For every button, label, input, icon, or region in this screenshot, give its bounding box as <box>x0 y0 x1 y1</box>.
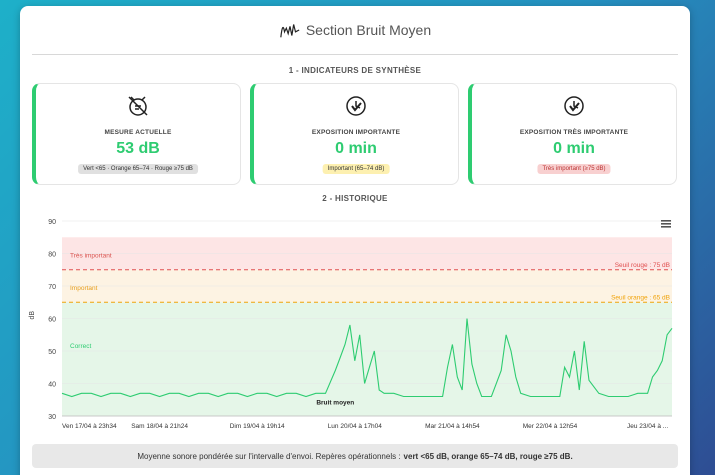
x-tick-label: Mar 21/04 à 14h54 <box>425 423 480 430</box>
section-title-indicators: 1 - INDICATEURS DE SYNTHÈSE <box>288 66 422 75</box>
indicator-label: EXPOSITION IMPORTANTE <box>311 129 401 136</box>
y-tick-label: 50 <box>48 349 56 356</box>
series-label: Bruit moyen <box>316 400 354 407</box>
y-tick-label: 60 <box>48 317 56 324</box>
x-tick-label: Lun 20/04 à 17h04 <box>328 423 383 430</box>
x-tick-label: Jeu 23/04 à ... <box>627 423 668 430</box>
footer-text: Moyenne sonore pondérée sur l'intervalle… <box>137 451 401 461</box>
y-tick-label: 90 <box>48 219 56 226</box>
y-tick-label: 30 <box>48 414 56 421</box>
indicator-exposure-very-important: EXPOSITION TRÈS IMPORTANTE 0 min Très im… <box>468 83 677 185</box>
footer-bold-text: vert <65 dB, orange 65–74 dB, rouge ≥75 … <box>403 451 573 461</box>
y-tick-label: 80 <box>48 252 56 259</box>
sound-meter-icon <box>128 96 148 116</box>
x-tick-label: Mer 22/04 à 12h54 <box>523 423 578 430</box>
page-title: Section Bruit Moyen <box>305 22 432 38</box>
indicator-current-measure: MESURE ACTUELLE 53 dB Vert <65 · Orange … <box>32 83 241 185</box>
indicator-value: 0 min <box>335 140 377 157</box>
zone-band-2 <box>62 302 672 416</box>
indicator-badge: Très important (≥75 dB) <box>537 164 611 174</box>
timer-icon <box>346 96 366 116</box>
series-line <box>61 318 673 398</box>
timer-icon <box>564 96 584 116</box>
indicator-exposure-important: EXPOSITION IMPORTANTE 0 min Important (6… <box>250 83 459 185</box>
waveform-icon <box>280 24 300 38</box>
threshold-label: Seuil rouge : 75 dB <box>615 262 670 269</box>
threshold-label: Seuil orange : 65 dB <box>611 294 670 301</box>
zone-label: Important <box>70 285 98 292</box>
x-tick-label: Dim 19/04 à 19h14 <box>230 423 285 430</box>
indicator-value: 53 dB <box>116 140 160 157</box>
section-header: Section Bruit Moyen <box>32 6 678 55</box>
dashboard-card: Section Bruit Moyen 1 - INDICATEURS DE S… <box>20 6 690 475</box>
zone-label: Très important <box>70 252 112 259</box>
y-axis-label: dB <box>29 311 36 320</box>
zone-label: Correct <box>70 343 92 350</box>
x-tick-label: Sam 18/04 à 21h24 <box>131 423 188 430</box>
hamburger-menu-icon[interactable] <box>661 220 671 228</box>
x-tick-label: Ven 17/04 à 23h34 <box>62 423 117 430</box>
indicator-badge: Vert <65 · Orange 65–74 · Rouge ≥75 dB <box>78 164 198 174</box>
indicator-label: EXPOSITION TRÈS IMPORTANTE <box>519 129 629 136</box>
indicator-value: 0 min <box>553 140 595 157</box>
y-tick-label: 40 <box>48 382 56 389</box>
chart-footer: Moyenne sonore pondérée sur l'intervalle… <box>32 444 678 468</box>
indicator-label: MESURE ACTUELLE <box>104 129 172 136</box>
history-chart: 30 40 50 60 70 80 90 dB Très important Important C… <box>29 219 673 430</box>
indicator-badge: Important (65–74 dB) <box>322 164 390 174</box>
section-title-history: 2 - HISTORIQUE <box>322 194 388 203</box>
y-tick-label: 70 <box>48 284 56 291</box>
